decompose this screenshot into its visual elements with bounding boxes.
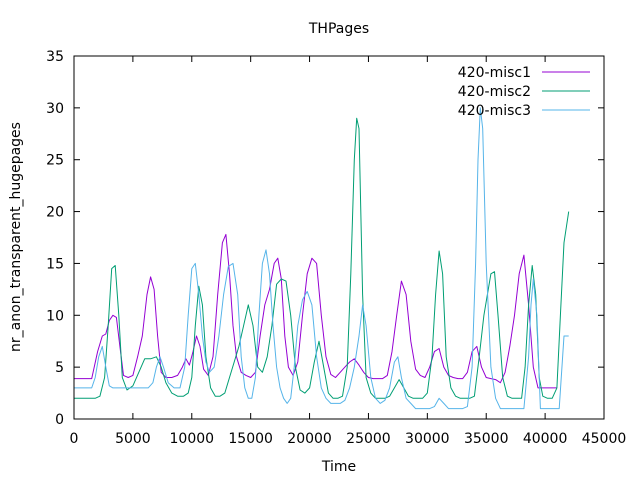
y-tick-label: 5 <box>55 360 64 376</box>
x-axis-label: Time <box>321 459 356 475</box>
series-line-420-misc2 <box>74 117 570 399</box>
x-tick-label: 30000 <box>405 431 450 447</box>
y-tick-label: 35 <box>46 49 64 65</box>
x-tick-label: 45000 <box>582 431 627 447</box>
x-tick-label: 5000 <box>115 431 151 447</box>
y-tick-label: 30 <box>46 101 64 117</box>
legend-label-420-misc2: 420-misc2 <box>458 84 531 100</box>
legend-label-420-misc1: 420-misc1 <box>458 65 531 81</box>
y-tick-label: 0 <box>55 412 64 428</box>
legend: 420-misc1 420-misc2 420-misc3 <box>458 65 590 119</box>
x-tick-label: 10000 <box>170 431 215 447</box>
plot-frame <box>73 55 605 420</box>
y-tick-label: 10 <box>46 308 64 324</box>
series-line-420-misc1 <box>74 233 557 389</box>
x-tick-label: 25000 <box>346 431 391 447</box>
legend-label-420-misc3: 420-misc3 <box>458 103 531 119</box>
ticks-group: 0 5000 10000 15000 20000 25000 30000 35000 40000… <box>46 49 626 447</box>
series-group <box>74 107 570 410</box>
x-tick-label: 35000 <box>464 431 509 447</box>
x-tick-label: 20000 <box>287 431 332 447</box>
x-tick-label: 0 <box>70 431 79 447</box>
y-tick-label: 20 <box>46 205 64 221</box>
series-line-420-misc3 <box>74 107 569 410</box>
chart-title: THPages <box>308 21 369 37</box>
y-tick-label: 15 <box>46 256 64 272</box>
x-tick-label: 40000 <box>523 431 568 447</box>
y-axis-label: nr_anon_transparent_hugepages <box>8 122 24 352</box>
x-tick-label: 15000 <box>228 431 273 447</box>
y-tick-label: 25 <box>46 153 64 169</box>
